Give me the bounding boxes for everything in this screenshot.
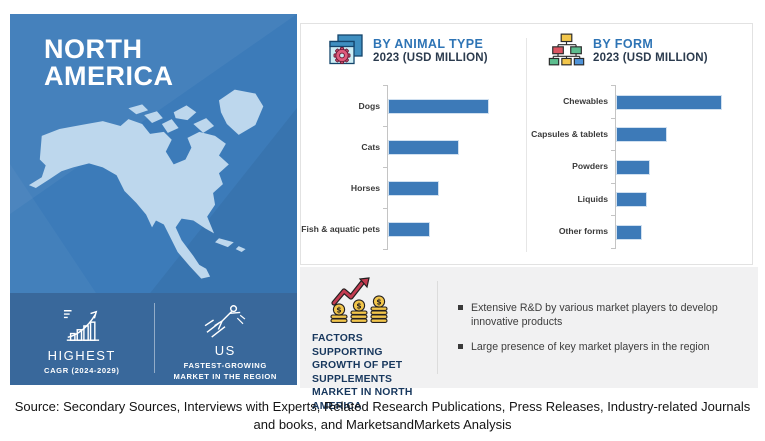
svg-text:$: $ [376,297,381,306]
chart-subtitle: 2023 (USD MILLION) [373,52,488,65]
highlight-subtitle: FASTEST-GROWING MARKET IN THE REGION [173,360,278,381]
factor-bullet: Extensive R&D by various market players … [458,301,750,330]
category-label: Chewables [563,96,608,107]
flying-person-icon [204,304,246,338]
factors-bullets: Extensive R&D by various market players … [438,267,758,388]
bar-track [611,117,753,151]
svg-text:$: $ [336,305,341,314]
highlight-highest-cagr: HIGHEST CAGR (2024-2029) [10,293,154,385]
bullet-square-icon [458,343,463,349]
charts-panel: BY ANIMAL TYPE 2023 (USD MILLION) [300,23,753,265]
chart-row: Dogs [301,85,525,127]
factors-panel: $ $ $ FACTORS SUPPORTING GROWTH OF PET SUP… [300,267,758,412]
bullet-text: Large presence of key market players in … [471,340,710,353]
factors-title: FACTORS SUPPORTING GROWTH OF PET SUPPLEM… [312,333,413,412]
highlight-subtitle: CAGR (2024-2029) [44,366,120,375]
region-highlights-strip: HIGHEST CAGR (2024-2029) US FASTEST-GROW… [10,293,297,385]
bar-chewables [616,94,722,110]
chart-row: Chewables [527,85,753,119]
bar-cats [388,140,459,155]
region-panel: NORTH AMERICA [10,14,297,385]
category-label: Horses [350,182,380,193]
factor-bullet: Large presence of key market players in … [458,340,750,354]
bar-other-forms [616,224,642,240]
category-label: Powders [572,161,608,172]
org-chart-icon [548,33,585,66]
category-label: Other forms [558,226,608,237]
strip-divider [153,303,155,373]
chart-row: Other forms [527,215,753,249]
coins-growth-icon: $ $ $ [330,277,388,323]
animal-type-bar-chart: Dogs Cats Horses Fish & aquatic pets [301,85,525,250]
bar-horses [388,181,439,196]
charts-divider [526,38,527,252]
highlight-title: HIGHEST [47,348,116,363]
region-title: NORTH AMERICA [44,36,174,90]
factors-left: $ $ $ FACTORS SUPPORTING GROWTH OF PET SUP… [300,267,437,412]
north-america-map [28,89,264,279]
category-label: Liquids [577,193,608,204]
category-label: Dogs [358,100,380,111]
by-form-header: BY FORM 2023 (USD MILLION) [548,32,708,68]
bar-fish-aquatic-pets [388,222,430,237]
bar-liquids [616,192,647,208]
chart-subtitle: 2023 (USD MILLION) [593,52,708,65]
chart-title: BY FORM [593,37,654,51]
bar-dogs [388,99,489,114]
region-title-line2: AMERICA [44,61,174,91]
bar-track [383,208,525,250]
chart-row: Fish & aquatic pets [301,208,525,250]
window-gear-icon [329,34,363,65]
chart-row: Powders [527,150,753,184]
chart-row: Horses [301,167,525,209]
highlight-title: US [214,342,236,358]
bar-powders [616,159,650,175]
source-note: Source: Secondary Sources, Interviews wi… [0,398,765,435]
by-animal-type-header: BY ANIMAL TYPE 2023 (USD MILLION) [328,32,488,68]
bullet-text: Extensive R&D by various market players … [471,302,718,329]
factors-divider [437,281,438,374]
mainland-shape [28,119,229,279]
highlight-us-fastest: US FASTEST-GROWING MARKET IN THE REGION [154,293,298,385]
bar-track [611,182,753,216]
growth-chart-icon [63,310,99,341]
bullet-square-icon [458,305,463,311]
category-label: Fish & aquatic pets [301,223,380,234]
bar-track [611,85,753,119]
chart-row: Capsules & tablets [527,117,753,151]
form-bar-chart: Chewables Capsules & tablets Powders Liquid… [527,85,753,249]
chart-row: Liquids [527,182,753,216]
bar-track [383,85,525,127]
source-text: Source: Secondary Sources, Interviews wi… [14,399,751,433]
bar-track [383,167,525,209]
bar-track [611,150,753,184]
bar-capsules-tablets [616,127,667,143]
svg-text:$: $ [356,301,361,310]
chart-title: BY ANIMAL TYPE [373,37,484,51]
region-title-line1: NORTH [44,34,143,64]
chart-row: Cats [301,126,525,168]
greenland-shape [218,89,264,135]
category-label: Cats [361,141,380,152]
bar-track [611,215,753,249]
category-label: Capsules & tablets [531,128,608,139]
bar-track [383,126,525,168]
